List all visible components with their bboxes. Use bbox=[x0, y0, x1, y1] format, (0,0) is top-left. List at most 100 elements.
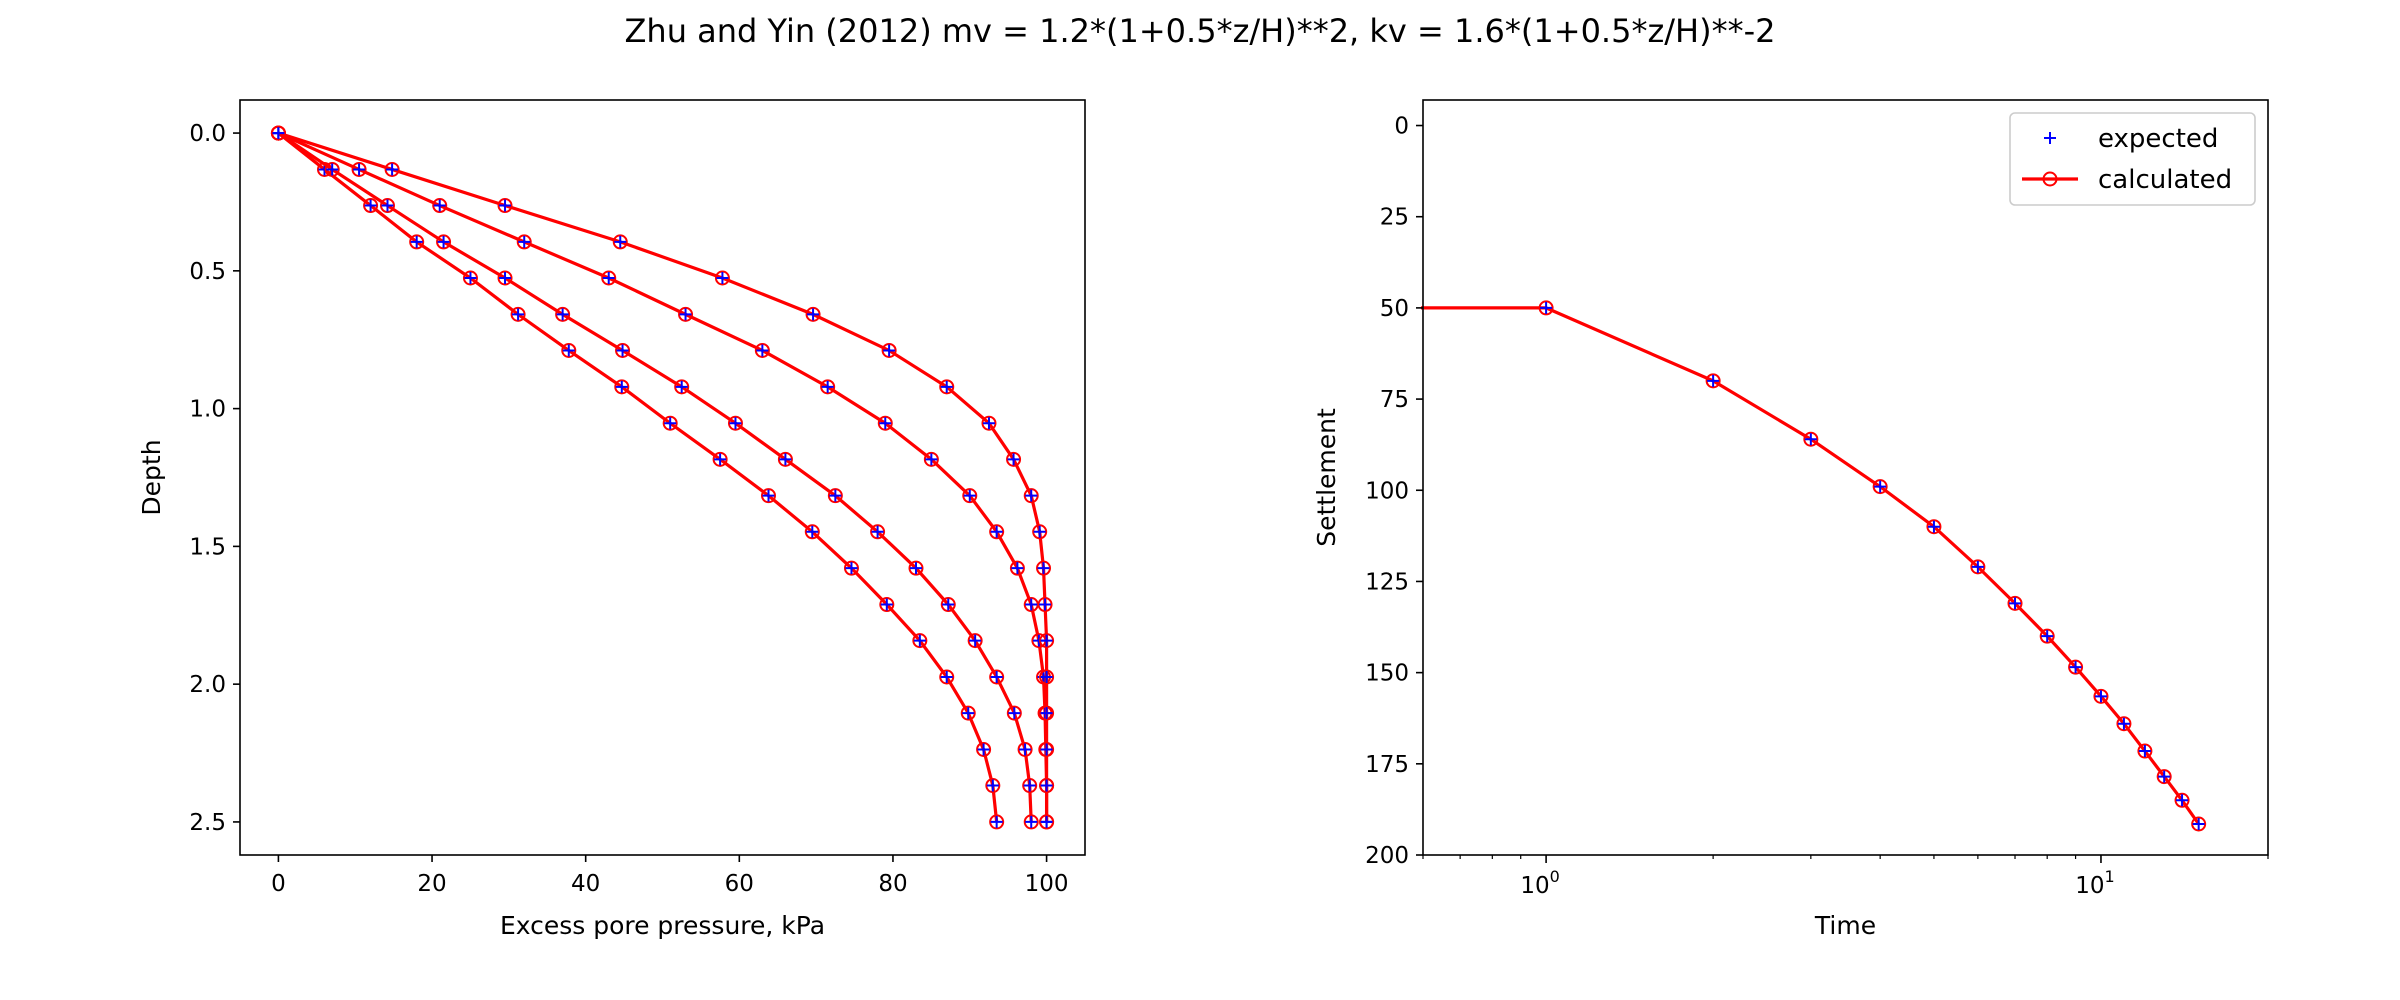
y-tick-label: 150 bbox=[1365, 661, 1409, 687]
legend: expected calculated bbox=[2009, 112, 2256, 206]
expected-point bbox=[2094, 690, 2107, 703]
x-tick-label: 100 bbox=[1025, 871, 1069, 897]
expected-point bbox=[779, 453, 792, 466]
expected-point bbox=[518, 235, 531, 248]
calculated-point bbox=[2093, 688, 2109, 704]
calculated-point bbox=[989, 669, 1005, 685]
right-y-axis-label: Settlement bbox=[1312, 408, 1341, 547]
calculated-point bbox=[384, 161, 400, 177]
expected-point bbox=[977, 743, 990, 756]
calculated-point bbox=[379, 198, 395, 214]
calculated-point bbox=[1036, 560, 1052, 576]
expected-point bbox=[1540, 301, 1553, 314]
expected-point bbox=[807, 308, 820, 321]
calculated-point bbox=[2174, 792, 2190, 808]
calculated-settlement-line bbox=[1421, 306, 2200, 825]
calculated-point bbox=[1037, 597, 1053, 613]
calculated-point bbox=[555, 306, 571, 322]
legend-expected-label: expected bbox=[2098, 124, 2218, 154]
calculated-point bbox=[432, 198, 448, 214]
calculated-point bbox=[1039, 741, 1055, 757]
calculated-point bbox=[1039, 633, 1055, 649]
expected-point bbox=[1707, 374, 1720, 387]
expected-point bbox=[729, 417, 742, 430]
expected-point bbox=[940, 380, 953, 393]
calculated-point bbox=[1006, 705, 1022, 721]
expected-point bbox=[616, 344, 629, 357]
expected-point bbox=[602, 272, 615, 285]
calculated-point bbox=[2191, 816, 2207, 832]
y-tick-label: 1.5 bbox=[189, 534, 226, 560]
expected-point bbox=[1804, 433, 1817, 446]
x-tick-label: 20 bbox=[417, 871, 446, 897]
calculated-point bbox=[940, 597, 956, 613]
calculated-point bbox=[561, 342, 577, 358]
expected-point bbox=[829, 489, 842, 502]
expected-point bbox=[982, 417, 995, 430]
x-tick-label: 60 bbox=[725, 871, 754, 897]
y-tick-label: 0.5 bbox=[189, 259, 226, 285]
expected-point bbox=[353, 163, 366, 176]
calculated-point bbox=[923, 451, 939, 467]
expected-point bbox=[675, 380, 688, 393]
calculated-point bbox=[960, 705, 976, 721]
calculated-point bbox=[2039, 628, 2055, 644]
calculated-point bbox=[1039, 814, 1055, 830]
calculated-point bbox=[1538, 300, 1554, 316]
calculated-point bbox=[804, 524, 820, 540]
expected-point bbox=[2138, 745, 2151, 758]
left-axes-frame bbox=[239, 99, 1086, 856]
expected-point bbox=[433, 199, 446, 212]
y-tick-label: 200 bbox=[1365, 843, 1409, 869]
expected-point bbox=[1874, 480, 1887, 493]
calculated-point bbox=[497, 198, 513, 214]
expected-point bbox=[326, 163, 339, 176]
calculated-point bbox=[2137, 743, 2153, 759]
calculated-point bbox=[612, 234, 628, 250]
calculated-point bbox=[1803, 431, 1819, 447]
calculated-point bbox=[497, 270, 513, 286]
expected-point bbox=[1040, 743, 1053, 756]
calculated-point bbox=[981, 415, 997, 431]
legend-expected-marker bbox=[2044, 132, 2056, 144]
x-tick-label: 40 bbox=[571, 871, 600, 897]
expected-point bbox=[679, 308, 692, 321]
calculated-point bbox=[678, 306, 694, 322]
expected-point bbox=[410, 235, 423, 248]
expected-point bbox=[499, 199, 512, 212]
expected-point bbox=[615, 380, 628, 393]
expected-point bbox=[963, 489, 976, 502]
calculated-point bbox=[754, 342, 770, 358]
calculated-point bbox=[843, 560, 859, 576]
calculated-point bbox=[1022, 778, 1038, 794]
calculated-point bbox=[1926, 519, 1942, 535]
calculated-point bbox=[1039, 669, 1055, 685]
calculated-point bbox=[761, 488, 777, 504]
expected-point bbox=[1033, 525, 1046, 538]
expected-point bbox=[2117, 717, 2130, 730]
calculated-point bbox=[820, 379, 836, 395]
expected-point bbox=[556, 308, 569, 321]
y-tick-label: 2.5 bbox=[189, 810, 226, 836]
expected-point bbox=[762, 489, 775, 502]
calculated-point bbox=[1039, 778, 1055, 794]
expected-point bbox=[1007, 453, 1020, 466]
expected-point bbox=[910, 562, 922, 575]
expected-point bbox=[1039, 598, 1052, 611]
calculated-point bbox=[962, 488, 978, 504]
calculated-point bbox=[601, 270, 617, 286]
calculated-point bbox=[989, 814, 1005, 830]
expected-point bbox=[1011, 562, 1024, 575]
expected-point bbox=[2069, 661, 2082, 674]
expected-point bbox=[664, 417, 677, 430]
left-x-axis-label: Excess pore pressure, kPa bbox=[500, 911, 825, 940]
expected-point bbox=[1040, 634, 1053, 647]
calculated-point bbox=[1017, 741, 1033, 757]
expected-point bbox=[1927, 520, 1940, 533]
expected-point bbox=[2009, 597, 2022, 610]
calculated-point bbox=[714, 270, 730, 286]
expected-point bbox=[1023, 779, 1036, 792]
y-tick-label: 125 bbox=[1365, 569, 1409, 595]
expected-point bbox=[2041, 630, 2054, 643]
